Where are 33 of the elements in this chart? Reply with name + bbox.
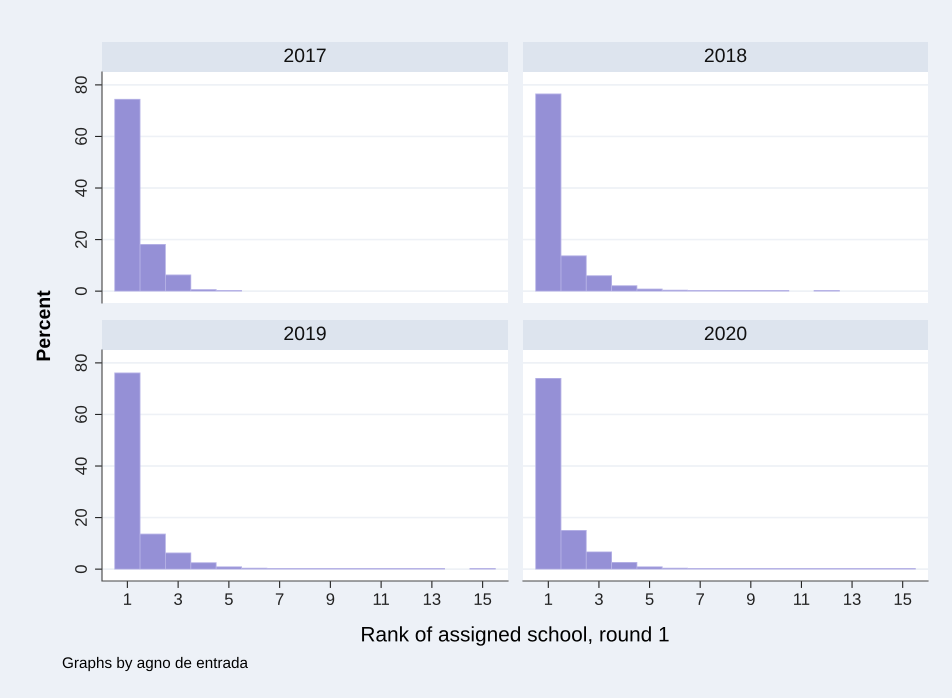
x-tick-label: 15 bbox=[894, 593, 912, 606]
x-tick-label: 15 bbox=[474, 593, 492, 606]
x-tick-label: 7 bbox=[696, 593, 704, 605]
x-axis-title: Rank of assigned school, round 1 bbox=[362, 626, 669, 646]
x-tick-label: 1 bbox=[124, 593, 132, 605]
x-tick-label: 5 bbox=[646, 593, 654, 606]
y-tick-label: 60 bbox=[75, 128, 87, 145]
y-tick-label: 0 bbox=[75, 565, 87, 574]
x-tick-label: 7 bbox=[276, 593, 284, 605]
y-tick-label: 80 bbox=[75, 354, 87, 372]
x-tick-label: 13 bbox=[424, 593, 440, 606]
y-tick-label: 0 bbox=[75, 287, 87, 296]
chart-title: 2019 bbox=[284, 326, 326, 340]
x-tick-label: 1 bbox=[544, 593, 552, 605]
y-tick-label: 20 bbox=[75, 230, 87, 248]
chart-title: 2020 bbox=[704, 326, 746, 340]
chart-title: 2018 bbox=[704, 48, 746, 62]
x-tick-label: 11 bbox=[374, 593, 389, 605]
x-tick-label: 13 bbox=[844, 593, 861, 606]
y-tick-label: 40 bbox=[75, 179, 87, 197]
x-tick-label: 3 bbox=[594, 593, 603, 606]
x-tick-label: 3 bbox=[174, 593, 182, 606]
y-tick-label: 40 bbox=[75, 457, 87, 475]
x-tick-label: 5 bbox=[224, 593, 233, 606]
x-tick-label: 9 bbox=[746, 593, 755, 606]
y-tick-label: 60 bbox=[75, 406, 87, 423]
chart-title: 2017 bbox=[284, 48, 326, 62]
y-axis-title: Percent bbox=[36, 290, 50, 360]
x-tick-label: 11 bbox=[794, 593, 810, 605]
y-tick-label: 80 bbox=[75, 76, 87, 94]
y-tick-label: 20 bbox=[75, 508, 87, 526]
text: Graphs by agno de entrada bbox=[62, 656, 248, 672]
x-tick-label: 9 bbox=[326, 593, 334, 606]
